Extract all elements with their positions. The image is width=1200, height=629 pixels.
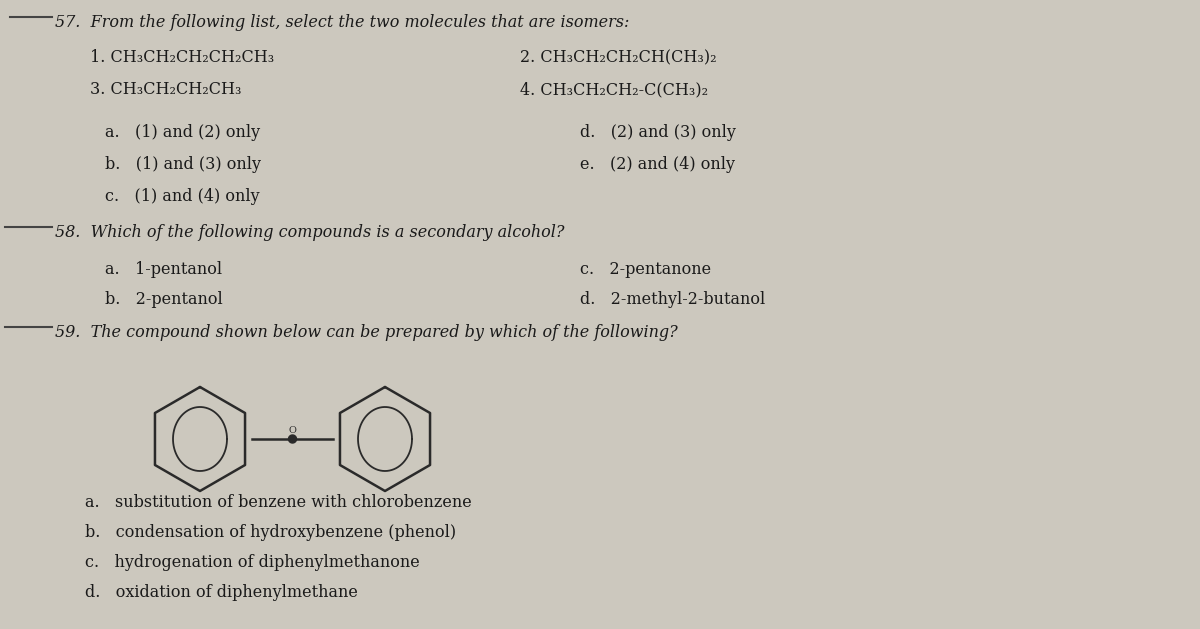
Text: 4. CH₃CH₂CH₂-C(CH₃)₂: 4. CH₃CH₂CH₂-C(CH₃)₂ (520, 81, 708, 98)
Text: c.   2-pentanone: c. 2-pentanone (580, 261, 712, 278)
Text: 57.  From the following list, select the two molecules that are isomers:: 57. From the following list, select the … (55, 14, 629, 31)
Text: b.   (1) and (3) only: b. (1) and (3) only (106, 156, 262, 173)
Text: d.   2-methyl-2-butanol: d. 2-methyl-2-butanol (580, 291, 766, 308)
Text: a.   (1) and (2) only: a. (1) and (2) only (106, 124, 260, 141)
Text: c.   (1) and (4) only: c. (1) and (4) only (106, 188, 259, 205)
Text: d.   (2) and (3) only: d. (2) and (3) only (580, 124, 736, 141)
Text: 59.  The compound shown below can be prepared by which of the following?: 59. The compound shown below can be prep… (55, 324, 678, 341)
Text: b.   condensation of hydroxybenzene (phenol): b. condensation of hydroxybenzene (pheno… (85, 524, 456, 541)
Text: O: O (288, 426, 296, 435)
Text: 2. CH₃CH₂CH₂CH(CH₃)₂: 2. CH₃CH₂CH₂CH(CH₃)₂ (520, 49, 716, 66)
Text: e.   (2) and (4) only: e. (2) and (4) only (580, 156, 734, 173)
Text: 58.  Which of the following compounds is a secondary alcohol?: 58. Which of the following compounds is … (55, 224, 564, 241)
Polygon shape (288, 435, 296, 443)
Text: a.   substitution of benzene with chlorobenzene: a. substitution of benzene with chlorobe… (85, 494, 472, 511)
Text: 3. CH₃CH₂CH₂CH₃: 3. CH₃CH₂CH₂CH₃ (90, 81, 241, 98)
Text: d.   oxidation of diphenylmethane: d. oxidation of diphenylmethane (85, 584, 358, 601)
Text: b.   2-pentanol: b. 2-pentanol (106, 291, 223, 308)
Text: c.   hydrogenation of diphenylmethanone: c. hydrogenation of diphenylmethanone (85, 554, 420, 571)
Text: a.   1-pentanol: a. 1-pentanol (106, 261, 222, 278)
Text: 1. CH₃CH₂CH₂CH₂CH₃: 1. CH₃CH₂CH₂CH₂CH₃ (90, 49, 275, 66)
